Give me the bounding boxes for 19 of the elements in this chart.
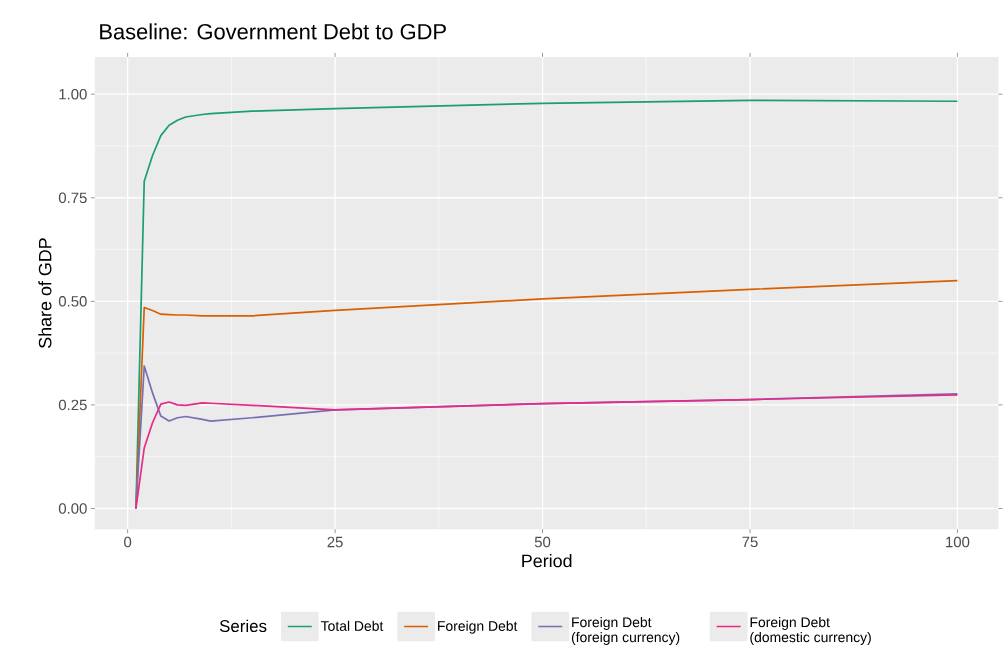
- x-tick-label: 75: [742, 536, 758, 548]
- y-tick-label: 0.25: [58, 399, 87, 411]
- chart-title: Baseline: Government Debt to GDP: [100, 23, 446, 40]
- x-tick-label: 0: [124, 536, 132, 548]
- x-axis-title: Period: [522, 554, 572, 568]
- legend-title: Series: [219, 619, 267, 633]
- y-tick-label: 0.75: [58, 192, 87, 204]
- y-tick-label: 0.00: [58, 503, 87, 514]
- legend-label: Foreign Debt (domestic currency): [750, 616, 871, 645]
- y-axis-title: Share of GDP: [38, 238, 52, 348]
- legend-label: Foreign Debt: [438, 620, 518, 634]
- y-tick-label: 0.50: [58, 296, 87, 307]
- legend-label: Foreign Debt (foreign currency): [571, 616, 680, 645]
- line-series: [135, 394, 959, 510]
- x-tick-label: 50: [534, 536, 551, 548]
- x-tick-label: 25: [327, 536, 343, 548]
- legend-label: Total Debt: [320, 620, 384, 631]
- x-tick-label: 100: [946, 536, 970, 548]
- y-tick-label: 1.00: [59, 88, 87, 100]
